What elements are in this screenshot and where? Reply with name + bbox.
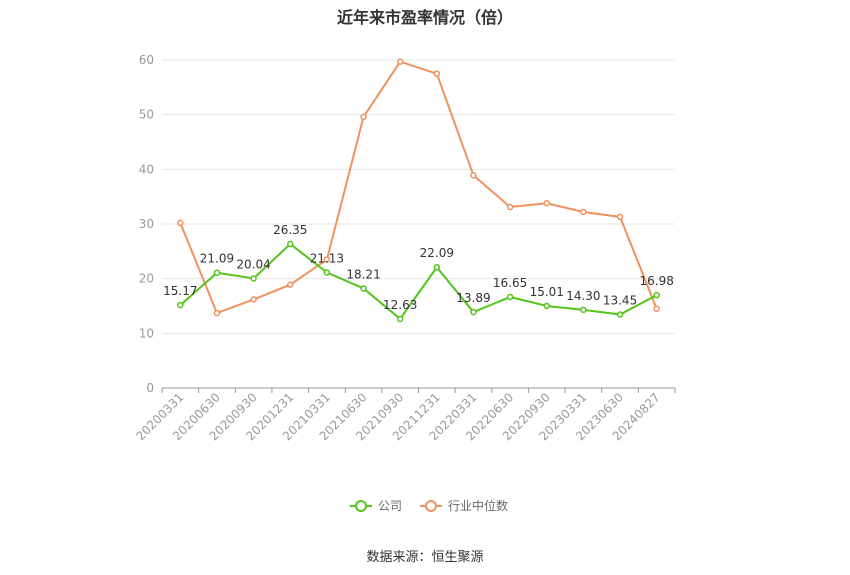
- series-layer: [177, 58, 660, 323]
- series-line-industry-median: [179, 60, 658, 315]
- data-point: [470, 308, 477, 316]
- grid-lines: [162, 59, 675, 334]
- data-label: 13.45: [603, 293, 637, 307]
- data-point: [213, 309, 221, 317]
- y-tick-label: 30: [139, 217, 154, 231]
- data-point: [506, 293, 514, 301]
- source-note: 数据来源：恒生聚源: [366, 550, 484, 565]
- data-label: 21.13: [310, 251, 344, 265]
- legend[interactable]: 公司 行业中位数: [350, 498, 508, 513]
- data-point: [213, 269, 221, 276]
- data-label: 18.21: [346, 267, 380, 281]
- data-point: [250, 296, 257, 303]
- data-point: [177, 301, 184, 309]
- data-label: 15.01: [530, 285, 564, 299]
- legend-label: 公司: [378, 499, 402, 513]
- data-label: 15.17: [163, 284, 197, 298]
- data-point: [287, 240, 294, 248]
- data-point: [360, 285, 367, 292]
- data-point: [470, 172, 477, 179]
- y-tick-label: 40: [139, 162, 154, 176]
- data-point: [580, 306, 587, 314]
- data-label: 16.65: [493, 276, 527, 290]
- data-point: [580, 208, 587, 216]
- data-point: [396, 58, 404, 65]
- data-point: [543, 302, 550, 310]
- data-point: [250, 275, 257, 282]
- data-point: [653, 291, 660, 299]
- data-point: [543, 199, 550, 207]
- data-point: [360, 113, 367, 121]
- legend-item-company[interactable]: 公司: [350, 499, 402, 513]
- y-tick-label: 20: [139, 272, 154, 286]
- data-label: 20.04: [236, 257, 270, 271]
- data-point: [433, 70, 441, 77]
- chart-title: 近年来市盈率情况（倍）: [336, 8, 513, 27]
- legend-marker: [425, 500, 437, 512]
- data-label: 12.63: [383, 298, 417, 312]
- data-point: [323, 269, 331, 276]
- y-tick-label: 10: [139, 326, 154, 340]
- data-label: 14.30: [566, 289, 600, 303]
- x-axis: 2020033120200630202009302020123120210331…: [133, 387, 676, 443]
- data-label: 22.09: [420, 246, 454, 260]
- y-tick-label: 60: [139, 53, 154, 67]
- data-label: 16.98: [639, 274, 673, 288]
- data-point: [506, 203, 514, 211]
- data-point: [616, 311, 624, 318]
- data-point: [616, 213, 624, 221]
- data-label: 26.35: [273, 223, 307, 237]
- y-tick-label: 50: [139, 108, 154, 122]
- data-label: 21.09: [200, 252, 234, 266]
- y-axis: 0 10 20 30 40 50 60: [139, 53, 154, 395]
- y-tick-label: 0: [146, 381, 154, 395]
- series-line-company: [179, 242, 658, 320]
- data-point: [287, 281, 294, 288]
- legend-label: 行业中位数: [448, 498, 508, 513]
- data-point: [177, 219, 184, 227]
- legend-item-industry-median[interactable]: 行业中位数: [420, 498, 508, 513]
- legend-marker: [355, 500, 367, 512]
- data-point: [433, 263, 441, 271]
- data-point: [323, 256, 331, 263]
- data-point: [396, 315, 404, 323]
- data-point: [653, 305, 660, 312]
- data-label: 13.89: [456, 291, 490, 305]
